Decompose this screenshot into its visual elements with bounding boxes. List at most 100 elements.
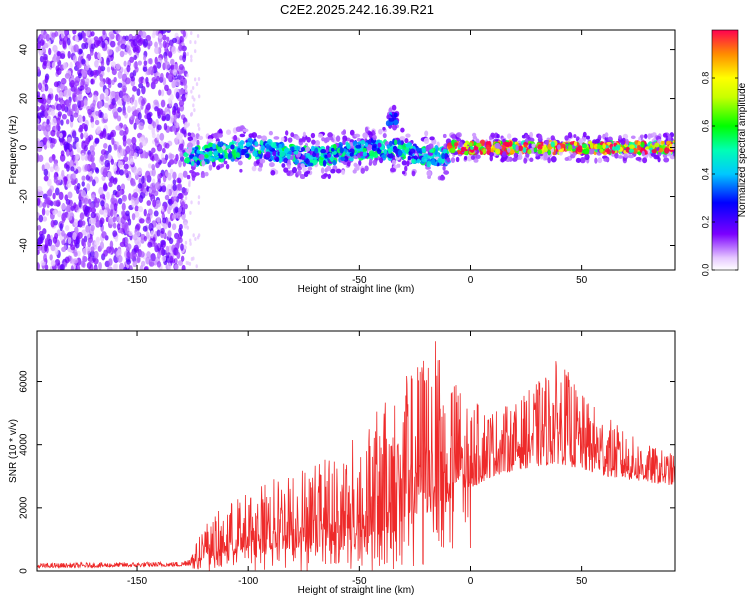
spectral-point	[169, 255, 174, 263]
spectral-point	[118, 169, 124, 176]
spectral-point	[166, 36, 170, 43]
spectral-point	[94, 51, 98, 60]
spectral-point	[112, 264, 117, 270]
spectral-point	[173, 79, 177, 88]
spectral-point	[306, 136, 311, 143]
spectral-point	[281, 163, 286, 168]
spectral-point	[138, 76, 144, 84]
spectral-point	[327, 173, 332, 179]
spectral-point	[156, 124, 162, 131]
spectral-point	[388, 140, 393, 147]
spectral-point	[170, 64, 175, 70]
spectral-point	[496, 134, 500, 139]
spectral-point	[360, 140, 366, 145]
spectral-point	[106, 66, 111, 73]
spectral-point	[297, 162, 302, 168]
spectral-point	[223, 160, 228, 165]
spectral-point	[604, 132, 609, 138]
spectral-point	[494, 142, 501, 149]
spectrogram-x-tick-label: 0	[468, 275, 474, 286]
spectral-point	[143, 208, 147, 217]
spectral-point	[125, 95, 131, 103]
spectral-point	[38, 214, 44, 223]
spectral-point	[118, 90, 124, 99]
spectral-point	[287, 137, 293, 143]
snr-x-tick-label: -50	[352, 576, 367, 587]
spectral-point	[120, 43, 126, 50]
spectral-point	[187, 142, 193, 149]
spectral-point	[193, 108, 196, 113]
spectral-point	[161, 115, 167, 122]
spectral-point	[399, 136, 406, 141]
spectral-point	[50, 244, 56, 252]
spectral-point	[472, 132, 477, 138]
spectral-point	[594, 157, 598, 164]
spectral-point	[556, 144, 561, 150]
spectral-point	[197, 94, 201, 99]
spectral-point	[168, 39, 174, 46]
spectral-point	[180, 255, 185, 262]
spectral-point	[252, 150, 258, 157]
spectral-point	[69, 61, 73, 70]
spectral-point	[178, 88, 185, 96]
spectral-point	[103, 154, 107, 161]
spectral-point	[529, 157, 534, 163]
spectral-point	[38, 154, 44, 163]
spectral-point	[166, 188, 170, 197]
spectral-point	[99, 208, 104, 215]
spectral-point	[112, 177, 118, 185]
spectral-point	[44, 264, 49, 270]
spectral-point	[161, 255, 167, 262]
spectral-point	[239, 168, 243, 173]
spectral-point	[195, 82, 199, 87]
spectral-point	[78, 127, 84, 133]
spectral-point	[430, 158, 436, 166]
spectral-point	[146, 200, 152, 206]
spectral-point	[100, 60, 105, 67]
spectral-point	[90, 78, 94, 85]
spectral-point	[50, 108, 55, 117]
spectral-point	[401, 170, 406, 175]
spectral-point	[46, 103, 50, 111]
spectral-point	[52, 44, 58, 53]
spectral-point	[115, 125, 121, 131]
spectral-point	[123, 60, 127, 67]
spectral-point	[71, 104, 76, 112]
spectral-point	[180, 243, 184, 251]
spectral-point	[364, 142, 369, 148]
spectral-point	[259, 158, 266, 164]
spectral-point	[543, 147, 548, 152]
spectral-point	[88, 170, 93, 177]
spectral-point	[296, 146, 301, 151]
spectral-point	[189, 210, 192, 215]
spectral-point	[326, 165, 332, 172]
spectral-point	[406, 160, 410, 167]
spectral-point	[136, 34, 142, 44]
snr-y-label: SNR (10 * v/v)	[8, 419, 19, 483]
snr-x-tick-label: 0	[468, 576, 474, 587]
spectral-point	[663, 147, 670, 154]
spectral-point	[39, 55, 44, 63]
colorbar-tick-label: 0.0	[700, 264, 710, 277]
snr-frame	[36, 330, 676, 572]
spectral-point	[212, 143, 217, 150]
spectral-point	[523, 157, 528, 164]
spectral-point	[51, 117, 57, 127]
spectral-point	[218, 158, 222, 162]
spectral-point	[60, 53, 66, 60]
spectral-point	[56, 85, 61, 93]
spectral-point	[356, 137, 362, 142]
spectral-point	[222, 145, 226, 150]
spectral-point	[171, 109, 177, 116]
spectral-point	[146, 102, 151, 111]
spectral-point	[550, 135, 555, 141]
spectral-point	[69, 159, 74, 167]
spectral-point	[207, 138, 214, 143]
spectral-point	[495, 148, 501, 155]
spectral-point	[37, 112, 43, 119]
spectral-point	[66, 136, 73, 144]
spectral-point	[110, 158, 115, 165]
spectral-point	[44, 83, 49, 92]
spectral-point	[134, 117, 140, 125]
spectral-point	[583, 148, 590, 155]
